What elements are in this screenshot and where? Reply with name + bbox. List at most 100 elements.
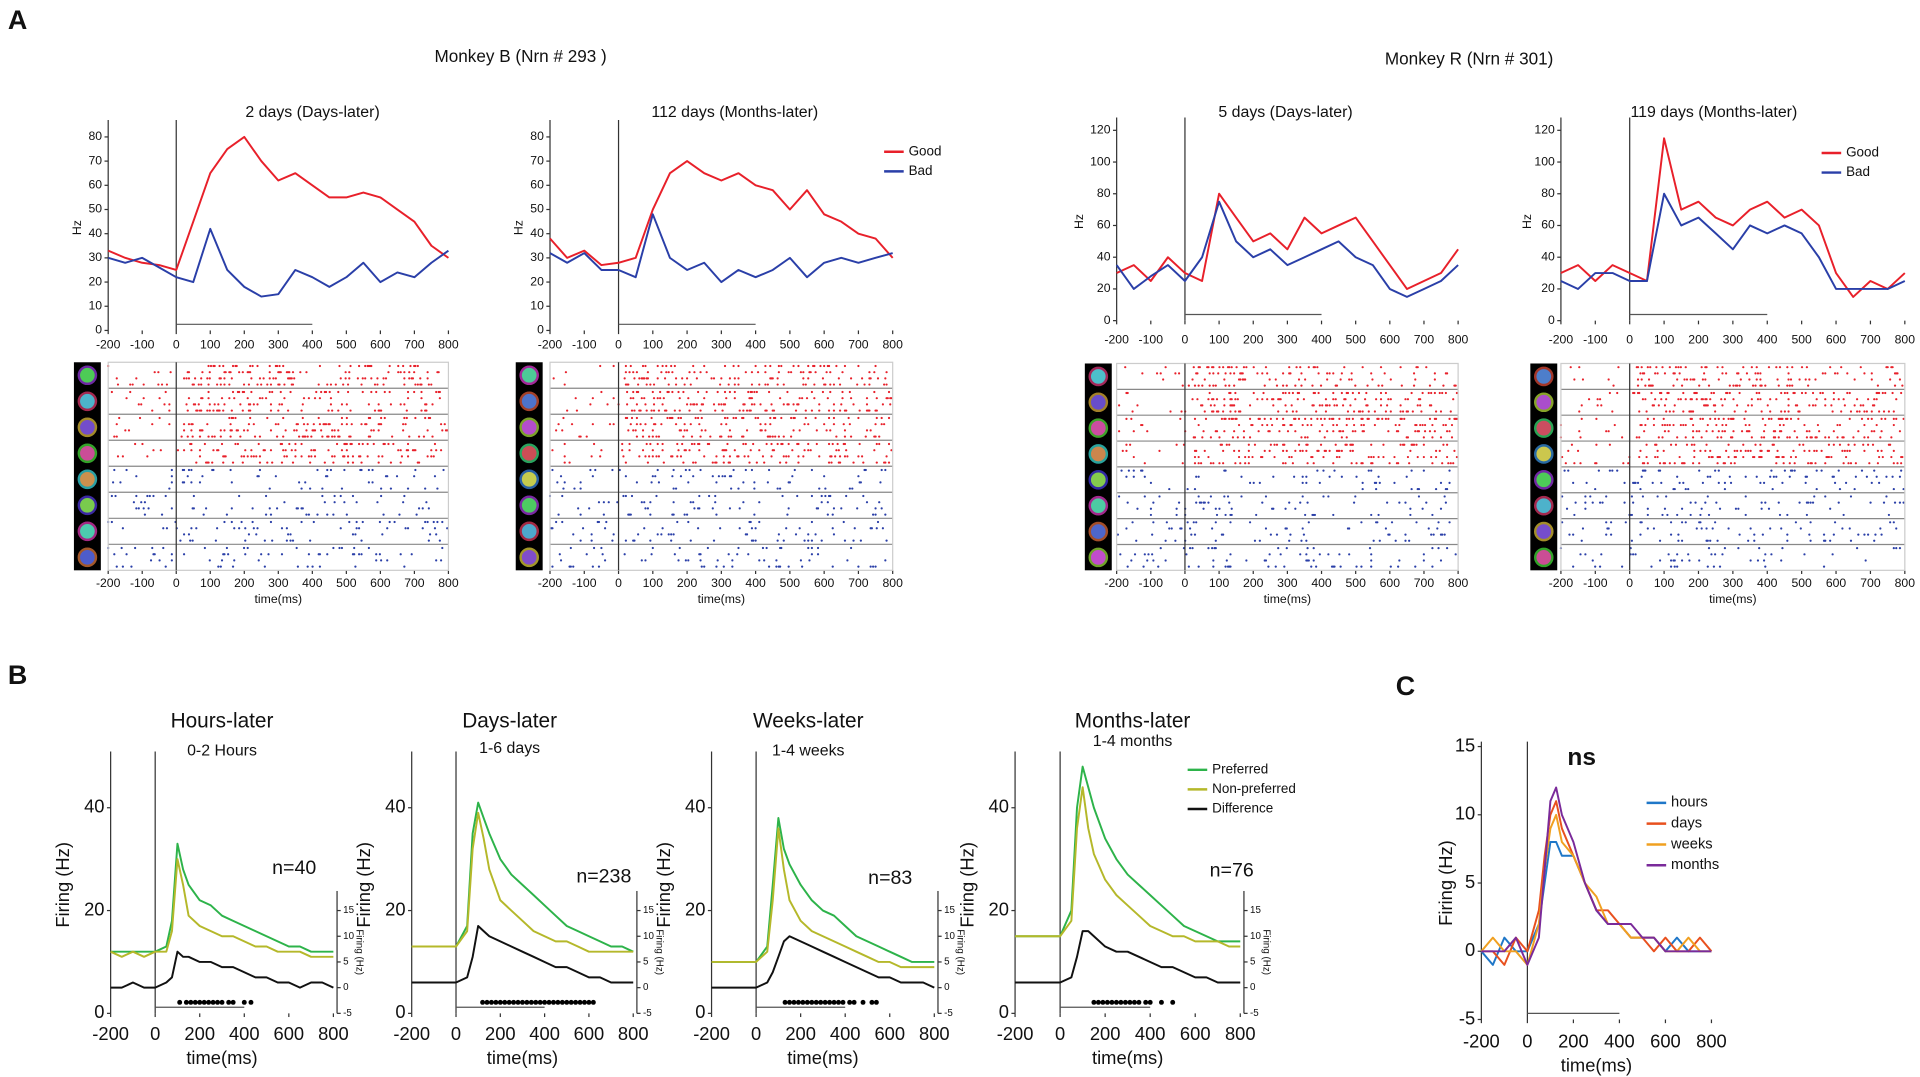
raster-dot — [1262, 391, 1265, 395]
raster-dot — [1695, 391, 1698, 395]
raster-dot — [162, 527, 165, 530]
raster-frame — [107, 361, 450, 571]
raster-dot — [1427, 527, 1430, 530]
raster-dot — [370, 390, 373, 394]
raster-dot — [1843, 404, 1846, 407]
raster-dot — [1759, 378, 1762, 381]
raster-dot — [1814, 404, 1817, 407]
raster-dot — [643, 527, 646, 530]
raster-dot — [249, 409, 252, 412]
raster-dot — [1449, 410, 1452, 413]
raster-dot — [820, 539, 823, 542]
raster-dot — [632, 390, 635, 394]
raster-dot — [250, 455, 253, 458]
y-tick-label: 40 — [84, 796, 104, 817]
raster-dot — [1131, 521, 1134, 524]
raster-dot — [277, 409, 280, 412]
raster-dot — [733, 390, 736, 394]
raster-dot — [425, 403, 428, 406]
raster-dot — [1371, 378, 1374, 381]
raster-dot — [872, 513, 875, 516]
raster-dot — [220, 397, 224, 400]
raster-dot — [1679, 366, 1682, 369]
raster-dot — [1240, 475, 1243, 478]
raster-dot — [1375, 481, 1378, 485]
x-tick-label: 800 — [1895, 332, 1916, 346]
series-line — [110, 842, 334, 953]
raster-dot — [1428, 430, 1432, 433]
raster-dot — [1755, 475, 1758, 478]
raster-dot — [1317, 372, 1320, 375]
raster-dot — [810, 553, 814, 556]
raster-dot — [802, 371, 805, 374]
raster-dot — [125, 468, 128, 472]
raster-dot — [1873, 398, 1876, 401]
raster-dot — [333, 435, 336, 438]
raster-dot — [1747, 539, 1750, 542]
raster-dot — [753, 390, 756, 394]
raster-dot — [1764, 501, 1767, 504]
y-tick-label: 15 — [1455, 734, 1475, 755]
raster-dot — [1322, 455, 1325, 459]
raster-dot — [1253, 443, 1257, 446]
raster-dot — [733, 449, 736, 452]
raster-dot — [1811, 404, 1815, 407]
raster-dot — [1737, 372, 1740, 375]
raster-dot — [1328, 449, 1331, 453]
raster-dot — [699, 409, 702, 412]
raster-dot — [1759, 398, 1762, 401]
raster-dot — [1867, 436, 1870, 439]
raster-dot — [307, 455, 311, 458]
raster-dot — [203, 442, 206, 446]
raster-dot — [816, 507, 820, 510]
raster-dot — [1397, 462, 1400, 465]
raster-dot — [1585, 481, 1588, 485]
y2-tick-label: -5 — [343, 1008, 352, 1019]
raster-dot — [1827, 443, 1831, 446]
raster-dot — [602, 501, 605, 504]
raster-dot — [1859, 404, 1862, 407]
raster-dot — [1409, 513, 1412, 517]
significance-dot — [520, 999, 525, 1005]
raster-dot — [1807, 462, 1810, 465]
raster-dot — [834, 455, 837, 458]
stimulus-image — [519, 365, 539, 386]
raster-dot — [1229, 372, 1232, 375]
raster-dot — [275, 507, 279, 510]
raster-dot — [1305, 449, 1308, 453]
raster-dot — [182, 533, 186, 536]
raster-dot — [804, 383, 807, 386]
raster-dot — [370, 429, 373, 432]
raster-dot — [1382, 443, 1385, 446]
raster-dot — [644, 507, 647, 510]
raster-dot — [1368, 547, 1372, 550]
raster-dot — [264, 494, 268, 498]
raster-dot — [304, 481, 307, 484]
raster-dot — [627, 383, 630, 386]
raster-dot — [732, 468, 735, 472]
raster-dot — [1700, 436, 1703, 439]
raster-dot — [1326, 372, 1329, 375]
raster-dot — [274, 475, 277, 478]
raster-dot — [361, 520, 364, 524]
raster-dot — [1840, 366, 1843, 369]
y-axis-label: Firing (Hz) — [353, 842, 374, 928]
raster-dot — [1214, 507, 1217, 510]
raster-dot — [1744, 449, 1747, 453]
stimulus-image — [1088, 495, 1109, 516]
raster-dot — [1423, 430, 1427, 433]
raster-dot — [1836, 372, 1839, 375]
raster-dot — [643, 501, 646, 504]
raster-dot — [835, 364, 838, 368]
raster-dot — [225, 546, 229, 550]
raster-dot — [572, 565, 575, 568]
raster-dot — [1717, 469, 1720, 472]
raster-dot — [1632, 553, 1635, 556]
raster-dot — [1605, 430, 1608, 433]
raster-dot — [644, 403, 647, 406]
raster-dot — [845, 449, 848, 452]
raster-dot — [717, 475, 721, 478]
raster-dot — [1684, 366, 1687, 369]
raster-dot — [651, 429, 654, 432]
raster-dot — [1847, 443, 1850, 446]
